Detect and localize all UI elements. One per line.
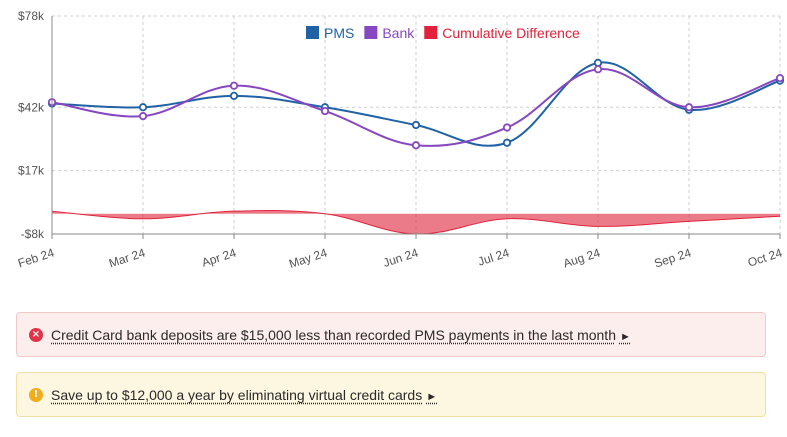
y-tick-label: -$8k [21,227,45,241]
difference-area-layer [51,210,781,235]
pms-point [411,120,421,130]
y-tick-label: $78k [18,9,45,23]
warning-icon: ! [29,387,43,402]
bank-point [593,65,603,74]
x-tick-label: Mar 24 [107,245,147,270]
pms-point [138,103,148,112]
bank-point [229,81,239,90]
legend-label-pms: PMS [324,25,354,41]
play-arrow-icon: ► [426,390,438,403]
error-icon: × [29,327,43,342]
cumulative-difference-area [52,210,780,235]
data-points-layer [47,58,785,150]
pms-point [229,91,239,100]
bank-point [684,103,694,112]
legend-swatch-cumulative-difference [424,26,438,39]
deposit-shortfall-link[interactable]: Credit Card bank deposits are $15,000 le… [51,327,631,343]
chart-grid [51,15,781,235]
line-chart: -$8k $17k $42k $78k Feb 24 Mar 24 Apr 24 May 24… [16,9,785,271]
x-tick-label: Jun 24 [381,245,420,270]
virtual-card-savings-alert: ! Save up to $12,000 a year by eliminati… [16,372,766,417]
play-arrow-icon: ► [619,330,631,343]
x-tick-label: Jul 24 [476,245,511,268]
bank-point [138,112,148,121]
y-tick-label: $17k [18,164,45,178]
credit-card-deposit-alert: × Credit Card bank deposits are $15,000 … [16,312,766,357]
virtual-card-savings-text: Save up to $12,000 a year by eliminating… [51,386,423,403]
deposit-shortfall-text: Credit Card bank deposits are $15,000 le… [51,326,616,343]
legend-label-cumulative-difference: Cumulative Difference [442,25,580,41]
y-tick-label: $42k [18,100,45,114]
chart-legend[interactable]: PMS Bank Cumulative Difference [306,25,580,41]
x-tick-label: Oct 24 [746,245,784,269]
x-tick-label: Sep 24 [652,245,693,270]
bank-point [320,106,330,116]
legend-label-bank: Bank [382,25,415,41]
virtual-card-savings-link[interactable]: Save up to $12,000 a year by eliminating… [51,387,437,403]
pms-line [51,61,781,147]
x-tick-label: Apr 24 [200,245,238,269]
legend-swatch-pms [306,26,319,39]
chart-axes: -$8k $17k $42k $78k Feb 24 Mar 24 Apr 24 May 24… [16,9,784,271]
series-lines-layer [51,61,781,147]
bank-point [411,141,421,150]
x-tick-label: Feb 24 [16,245,56,270]
bank-point [502,123,512,132]
x-tick-label: Aug 24 [561,245,602,270]
legend-swatch-bank [364,26,378,39]
bank-point [775,74,785,83]
pms-point [502,138,512,147]
x-tick-label: May 24 [287,245,329,271]
